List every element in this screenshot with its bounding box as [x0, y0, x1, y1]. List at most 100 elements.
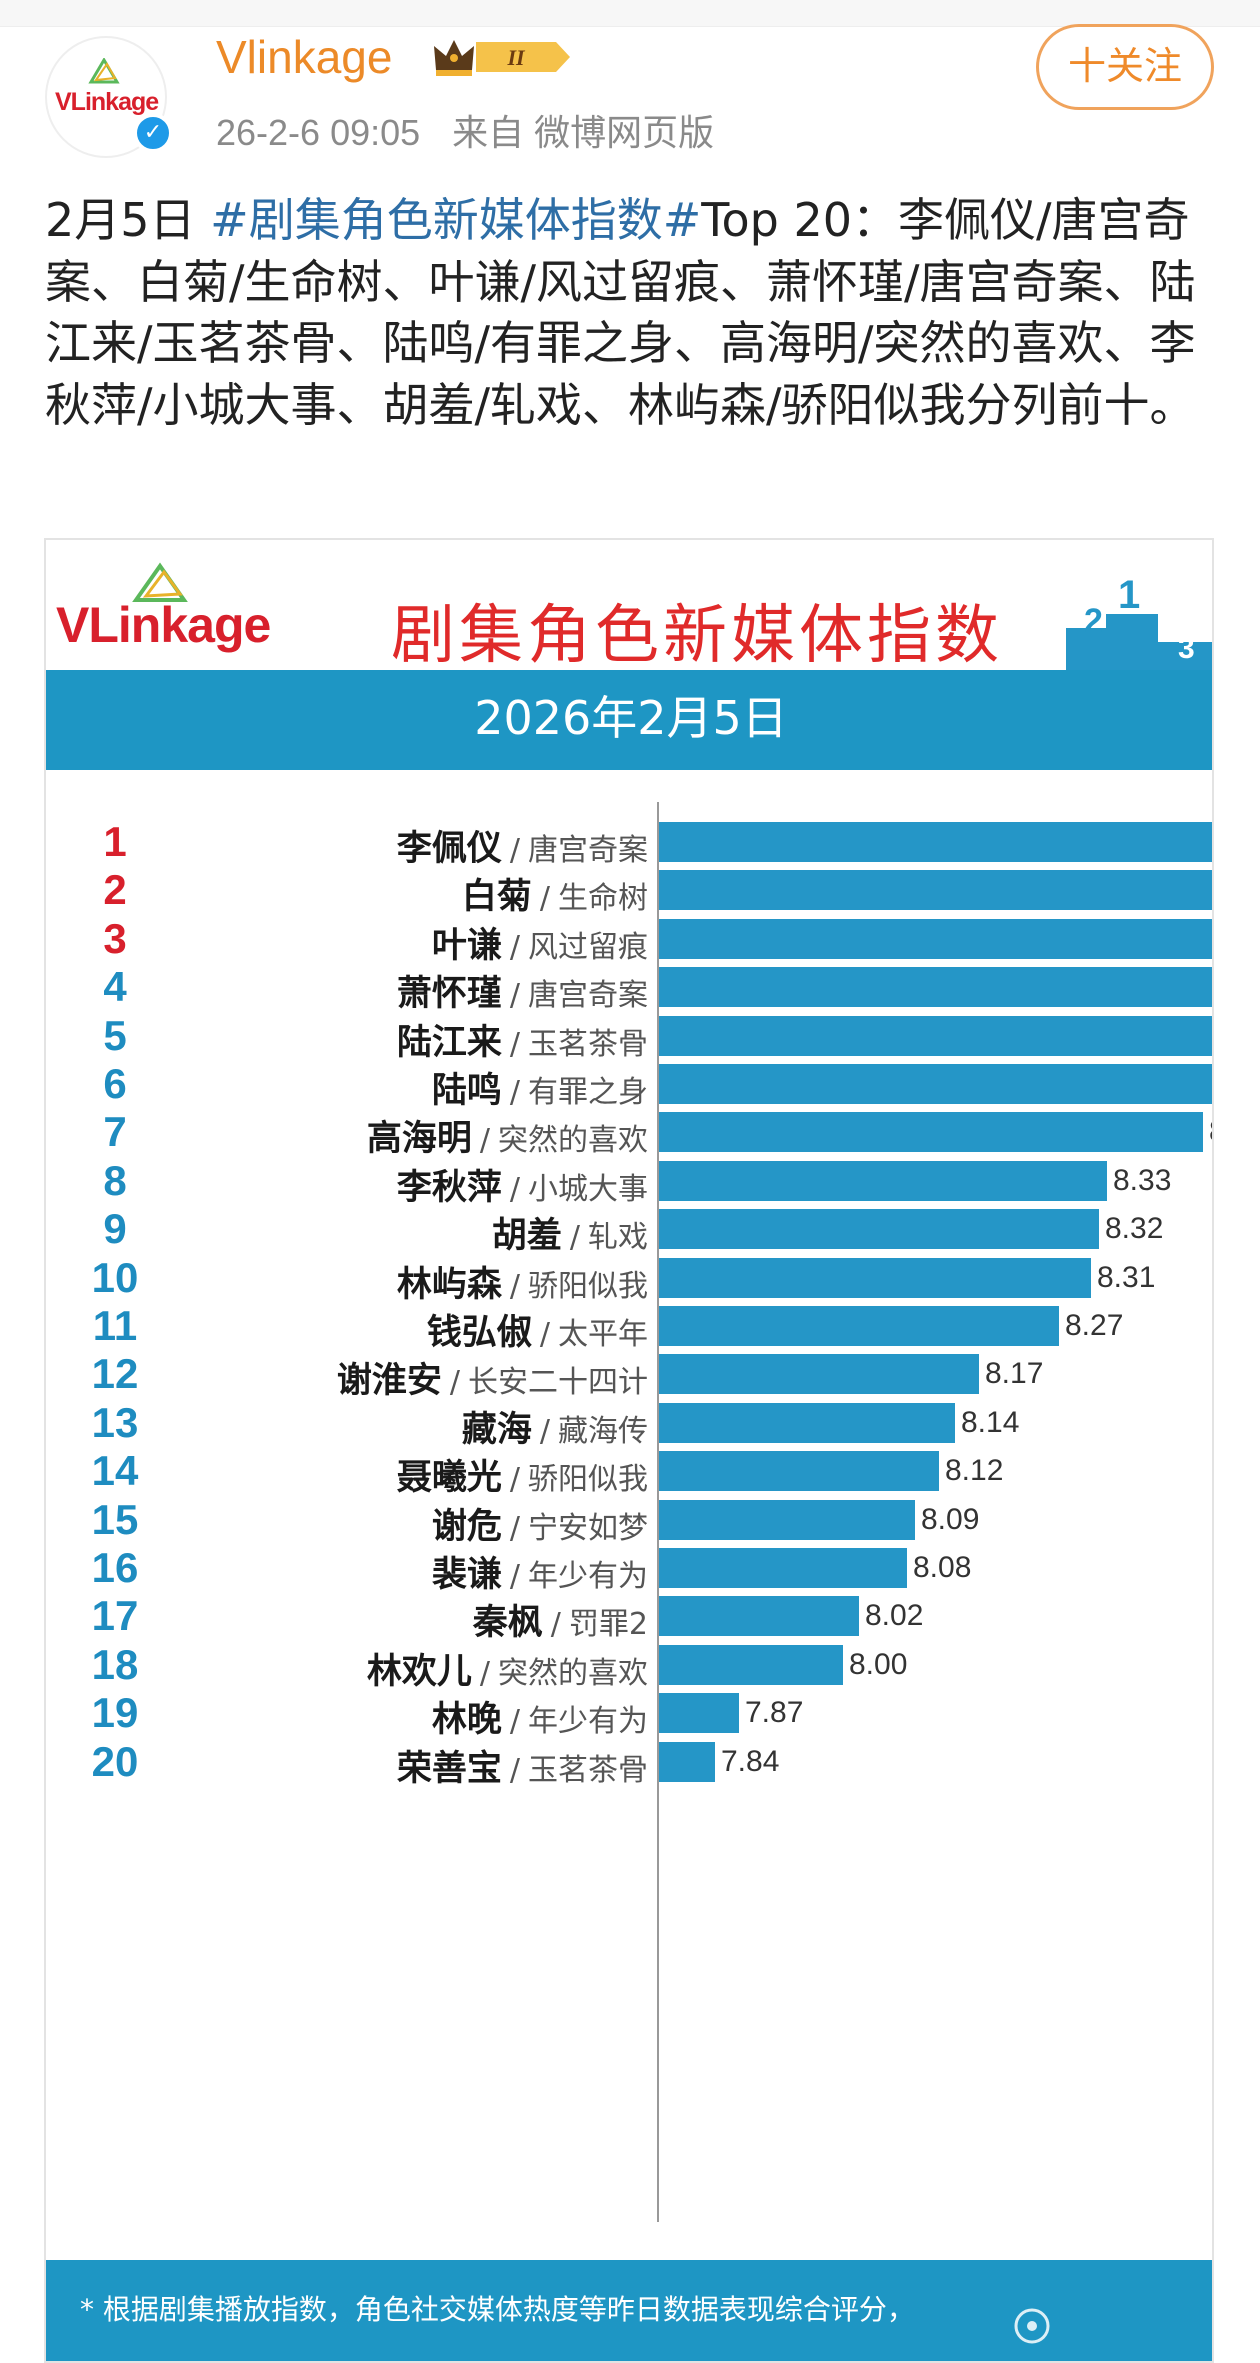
- chart-axis-line: [657, 802, 659, 2222]
- label-separator: /: [509, 1752, 520, 1788]
- post-text-date: 2月5日: [45, 193, 211, 247]
- label-separator: /: [539, 881, 550, 917]
- character-name: 秦枫: [472, 1603, 543, 1644]
- drama-name: 骄阳似我: [528, 1268, 648, 1304]
- value-bar: [659, 1209, 1099, 1250]
- ranking-row: 6陆鸣/有罪之身8.54: [46, 1050, 1212, 1122]
- row-label: 叶谦 / 风过留痕: [432, 917, 648, 968]
- drama-name: 玉茗茶骨: [528, 1752, 648, 1788]
- drama-name: 唐宫奇案: [528, 978, 648, 1014]
- rank-number: 5: [103, 1011, 127, 1059]
- value-bar: [659, 1160, 1107, 1201]
- card-logo-triangle-icon: [132, 562, 188, 602]
- drama-name: 骄阳似我: [528, 1462, 648, 1498]
- ranking-row: 9 胡羞 / 轧戏 8.32: [46, 1195, 1212, 1267]
- rank-number: 17: [91, 1592, 139, 1640]
- svg-text:1: 1: [1118, 573, 1140, 617]
- value-label: 8.45: [1209, 1112, 1212, 1152]
- rank-number: 10: [91, 1253, 139, 1301]
- drama-name: 玉茗茶骨: [528, 1026, 648, 1062]
- row-label: 荣善宝 / 玉茗茶骨: [397, 1740, 648, 1791]
- row-label: 胡羞 / 轧戏: [492, 1207, 648, 1258]
- character-name: 荣善宝: [396, 1748, 502, 1789]
- crown-icon: [434, 40, 474, 76]
- drama-name: 轧戏: [588, 1220, 648, 1256]
- label-separator: /: [539, 1317, 550, 1352]
- row-label: 林欢儿 / 突然的喜欢: [367, 1643, 648, 1694]
- character-name: 陆鸣: [431, 1071, 502, 1111]
- character-name: 谢危: [431, 1506, 502, 1547]
- row-label: 萧怀瑾 / 唐宫奇案: [397, 965, 648, 1016]
- row-label: 裴谦 / 年少有为: [432, 1546, 648, 1597]
- character-name: 胡羞: [491, 1216, 562, 1257]
- drama-name: 长安二十四计: [468, 1365, 648, 1401]
- value-label: 8.00: [849, 1647, 908, 1681]
- hashtag-link[interactable]: #剧集角色新媒体指数#: [210, 193, 702, 247]
- rank-number: 9: [103, 1205, 127, 1253]
- character-name: 钱弘俶: [426, 1313, 532, 1353]
- username[interactable]: Vlinkage: [216, 31, 393, 83]
- character-name: 藏海: [461, 1409, 532, 1450]
- ranking-chart: 1李佩仪/唐宫奇案9.072白菊/生命树9.063叶谦/风过留痕8.674萧怀瑾…: [46, 540, 1212, 2361]
- svg-text:2: 2: [1084, 602, 1103, 640]
- drama-name: 突然的喜欢: [498, 1123, 648, 1159]
- follow-button[interactable]: 十关注: [1036, 24, 1214, 110]
- row-label: 谢淮安 / 长安二十四计: [337, 1352, 648, 1403]
- character-name: 陆江来: [396, 1022, 502, 1063]
- value-bar: [659, 1112, 1203, 1153]
- value-bar: [659, 918, 1212, 959]
- rank-number: 11: [92, 1302, 138, 1349]
- ranking-row: 11 钱弘俶 / 太平年 8.27: [46, 1292, 1212, 1364]
- post-source[interactable]: 来自 微博网页版: [452, 112, 715, 153]
- value-label: 8.08: [913, 1551, 972, 1584]
- value-label: 8.32: [1105, 1212, 1164, 1246]
- post-text-body: Top 20：李佩仪/唐宫奇案、白菊/生命树、叶谦/风过留痕、萧怀瑾/唐宫奇案、…: [45, 193, 1196, 432]
- post-text: 2月5日 #剧集角色新媒体指数#Top 20：李佩仪/唐宫奇案、白菊/生命树、叶…: [45, 190, 1215, 436]
- row-label: 聂曦光 / 骄阳似我: [397, 1449, 648, 1500]
- label-separator: /: [509, 1026, 520, 1062]
- drama-name: 生命树: [558, 881, 648, 917]
- ranking-row: 18 林欢儿 / 突然的喜欢 8.00: [46, 1631, 1212, 1703]
- infographic-image[interactable]: VLinkage 剧集角色新媒体指数 2 1 3 2026年2月5日 1 李佩仪 /…: [44, 538, 1214, 2363]
- ranking-row: 16 裴谦 / 年少有为 8.08: [46, 1534, 1212, 1606]
- value-label: 8.02: [865, 1599, 924, 1633]
- character-name: 叶谦: [431, 925, 502, 966]
- character-name: 裴谦: [431, 1555, 502, 1595]
- rank-number: 3: [103, 914, 127, 962]
- drama-name: 宁安如梦: [528, 1510, 648, 1546]
- row-label: 李秋萍 / 小城大事: [397, 1159, 648, 1210]
- rank-number: 20: [91, 1737, 139, 1785]
- ranking-row: 20 荣善宝 / 玉茗茶骨 7.84: [46, 1728, 1212, 1800]
- drama-name: 年少有为: [528, 1559, 648, 1594]
- ranking-row: 3叶谦/风过留痕8.67: [46, 905, 1212, 977]
- card-title: 剧集角色新媒体指数: [391, 599, 1003, 673]
- avatar-logo-text: VLinkage: [55, 88, 159, 116]
- drama-name: 突然的喜欢: [498, 1655, 648, 1691]
- drama-name: 罚罪2: [568, 1607, 648, 1643]
- ranking-row: 19 林晚 / 年少有为 7.87: [46, 1679, 1212, 1751]
- character-name: 林晚: [431, 1700, 502, 1741]
- value-bar: [659, 1257, 1091, 1298]
- ranking-row: 2白菊/生命树9.06: [46, 856, 1212, 928]
- label-separator: /: [449, 1365, 460, 1401]
- label-separator: /: [509, 1462, 520, 1498]
- label-separator: /: [479, 1123, 490, 1159]
- rank-number: 19: [91, 1689, 139, 1737]
- ranking-row: 15 谢危 / 宁安如梦 8.09: [46, 1486, 1212, 1558]
- value-bar: [659, 1693, 739, 1734]
- row-label: 高海明 / 突然的喜欢: [367, 1110, 648, 1161]
- post-meta: 26-2-6 09:05 来自 微博网页版: [216, 104, 736, 156]
- footnote: * 根据剧集播放指数，角色社交媒体热度等昨日数据表现综合评分，: [46, 2260, 1212, 2361]
- value-label: 8.17: [985, 1357, 1044, 1391]
- value-label: 8.09: [921, 1502, 980, 1536]
- character-name: 白菊: [461, 877, 532, 918]
- value-bar: [659, 1015, 1212, 1056]
- label-separator: /: [550, 1607, 561, 1643]
- character-name: 李秋萍: [396, 1167, 502, 1208]
- row-label: 秦枫 / 罚罪2: [473, 1594, 648, 1645]
- label-separator: /: [509, 1559, 520, 1594]
- ranking-row: 14 聂曦光 / 骄阳似我 8.12: [46, 1437, 1212, 1509]
- avatar[interactable]: VLinkage: [45, 36, 167, 158]
- post-timestamp: 26-2-6 09:05: [216, 112, 421, 153]
